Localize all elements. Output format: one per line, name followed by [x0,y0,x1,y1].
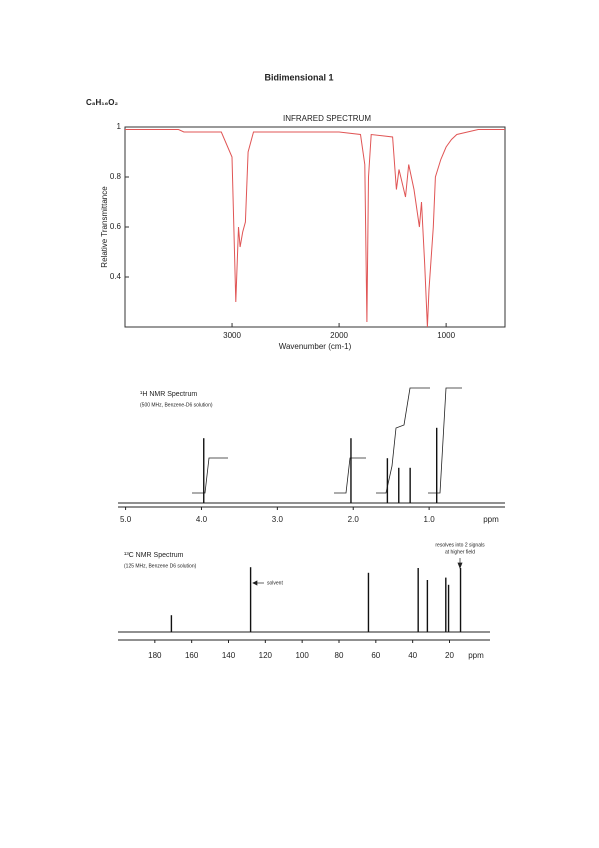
chart-subtitle: (500 MHz, Benzene-D6 solution) [140,402,213,408]
x-tick-label: 140 [222,651,236,660]
integration-curves [192,387,462,494]
annotation: resolves into 2 signals [435,542,485,548]
y-tick-label: 0.6 [110,222,122,231]
page-title: Bidimensional 1 [264,72,333,82]
x-tick-label: 2000 [330,331,348,340]
x-tick-label: 120 [259,651,273,660]
plot-frame [124,126,506,328]
x-tick-label: 5.0 [120,515,132,524]
x-tick-label: 60 [371,651,380,660]
x-unit: ppm [483,515,499,524]
chart-title: INFRARED SPECTRUM [283,114,371,123]
y-axis-label: Relative Transmittance [100,186,109,268]
x-tick-label: 40 [408,651,417,660]
x-axis-label: Wavenumber (cm-1) [279,342,352,351]
x-tick-label: 4.0 [196,515,208,524]
chart-subtitle: (125 MHz, Benzene D6 solution) [124,563,197,569]
y-tick-label: 0.4 [110,272,122,281]
x-tick-label: 80 [335,651,344,660]
x-tick-label: 1.0 [424,515,436,524]
y-tick-label: 0.8 [110,172,122,181]
x-tick-label: 160 [185,651,199,660]
chart-title: ¹H NMR Spectrum [140,391,197,398]
y-tick-label: 1 [117,122,122,131]
formula: C₈H₁₆O₂ [86,98,118,107]
annotation-arrows [252,558,463,586]
ir-trace [125,129,505,328]
x-unit: ppm [468,651,484,660]
x-tick-label: 3000 [223,331,241,340]
x-tick-label: 2.0 [348,515,360,524]
x-tick-label: 100 [295,651,309,660]
annotation: solvent [267,580,283,586]
x-tick-label: 3.0 [272,515,284,524]
x-tick-label: 20 [445,651,454,660]
x-tick-label: 180 [148,651,162,660]
chart-title: ¹³C NMR Spectrum [124,552,184,559]
annotation: at higher field [445,549,475,555]
x-tick-label: 1000 [437,331,455,340]
